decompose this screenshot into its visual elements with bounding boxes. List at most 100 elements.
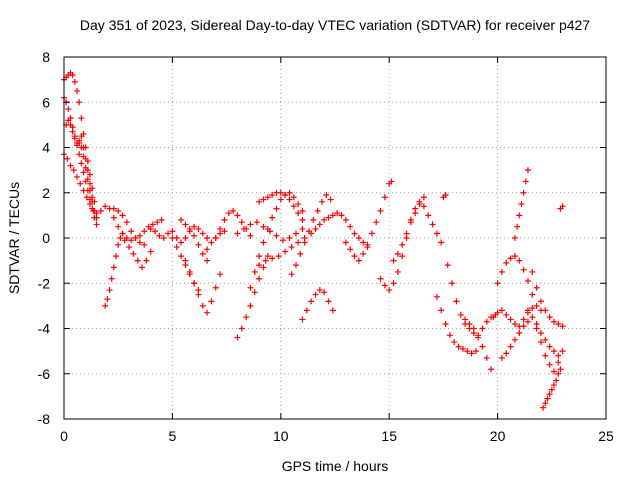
grid-lines [64, 57, 606, 419]
data-point [121, 237, 128, 244]
series-arc-18 [256, 189, 306, 223]
data-point [511, 235, 518, 241]
data-point [524, 167, 531, 174]
data-point [511, 253, 518, 260]
data-point [494, 280, 501, 287]
data-point [442, 320, 449, 327]
data-point [368, 230, 375, 237]
data-point [301, 239, 308, 246]
data-point [71, 135, 78, 142]
y-tick-label: -6 [38, 366, 51, 382]
data-point [240, 225, 247, 232]
data-point [217, 225, 224, 232]
series-arc-29 [433, 293, 479, 357]
data-point [199, 250, 206, 257]
data-point [74, 173, 81, 180]
data-point [522, 178, 529, 185]
data-point [286, 189, 293, 196]
data-point [325, 298, 332, 305]
data-point [80, 144, 87, 151]
y-tick-label: -4 [38, 321, 51, 337]
series-arc-12 [178, 216, 211, 264]
data-point [65, 117, 72, 124]
data-point [158, 216, 165, 223]
data-point [459, 345, 466, 352]
y-tick-label: 2 [42, 185, 50, 201]
data-point [381, 194, 388, 201]
series-arc-25 [377, 198, 445, 294]
data-point [507, 343, 514, 350]
data-point [260, 264, 267, 271]
data-point [520, 266, 527, 273]
data-point [165, 230, 172, 237]
data-point [253, 219, 260, 226]
data-point [529, 305, 536, 312]
data-point [87, 180, 94, 187]
data-point [117, 235, 124, 241]
data-point [182, 221, 189, 228]
data-point [279, 237, 286, 244]
data-point [316, 221, 323, 228]
data-point [173, 244, 180, 251]
data-point [524, 277, 531, 284]
data-point [388, 178, 395, 185]
data-point [260, 196, 267, 203]
data-point [84, 176, 91, 183]
y-tick-label: 8 [42, 49, 50, 65]
data-point [282, 192, 289, 199]
data-point [544, 395, 551, 402]
data-point [69, 128, 76, 135]
data-point [299, 316, 306, 323]
series-arc-33 [494, 253, 536, 298]
data-point [325, 214, 332, 221]
series-arc-11 [169, 235, 202, 294]
data-point [559, 323, 566, 330]
data-point [191, 280, 198, 287]
data-point [537, 330, 544, 337]
data-point [208, 239, 215, 246]
data-point [65, 106, 72, 113]
data-point [186, 268, 193, 275]
series-arc-32 [490, 302, 544, 330]
data-point [204, 235, 211, 241]
axes: 0 5 10 15 20 25 -8 -6 -4 -2 0 2 4 6 8 [38, 49, 614, 444]
data-point [555, 352, 562, 359]
data-point [338, 212, 345, 219]
data-point [394, 268, 401, 275]
series-arc-9 [121, 237, 154, 271]
data-point [264, 194, 271, 201]
data-point [104, 296, 111, 303]
series-arc-3 [61, 151, 100, 221]
data-point [553, 377, 560, 384]
data-point [520, 323, 527, 330]
data-point [479, 325, 486, 332]
data-point [355, 235, 362, 241]
series-arc-10 [147, 223, 211, 246]
series-arc-40 [557, 203, 566, 212]
data-point [247, 232, 254, 239]
data-point [546, 361, 553, 368]
data-point [256, 198, 263, 205]
data-point [256, 275, 263, 282]
data-point [503, 259, 510, 266]
data-point [468, 350, 475, 357]
y-tick-label: -2 [38, 275, 51, 291]
data-point [386, 287, 393, 294]
data-point [305, 228, 312, 235]
data-point [110, 264, 117, 271]
data-point [470, 325, 477, 332]
data-point [182, 235, 189, 241]
data-point [520, 189, 527, 196]
data-point [78, 133, 85, 140]
data-point [550, 368, 557, 375]
data-point [407, 219, 414, 226]
x-tick-label: 5 [169, 428, 177, 444]
series-arc-34 [498, 318, 531, 361]
data-point [204, 257, 211, 264]
data-point [225, 210, 232, 217]
data-point [537, 298, 544, 305]
data-point [334, 210, 341, 217]
data-point [342, 239, 349, 246]
data-point [260, 239, 267, 246]
